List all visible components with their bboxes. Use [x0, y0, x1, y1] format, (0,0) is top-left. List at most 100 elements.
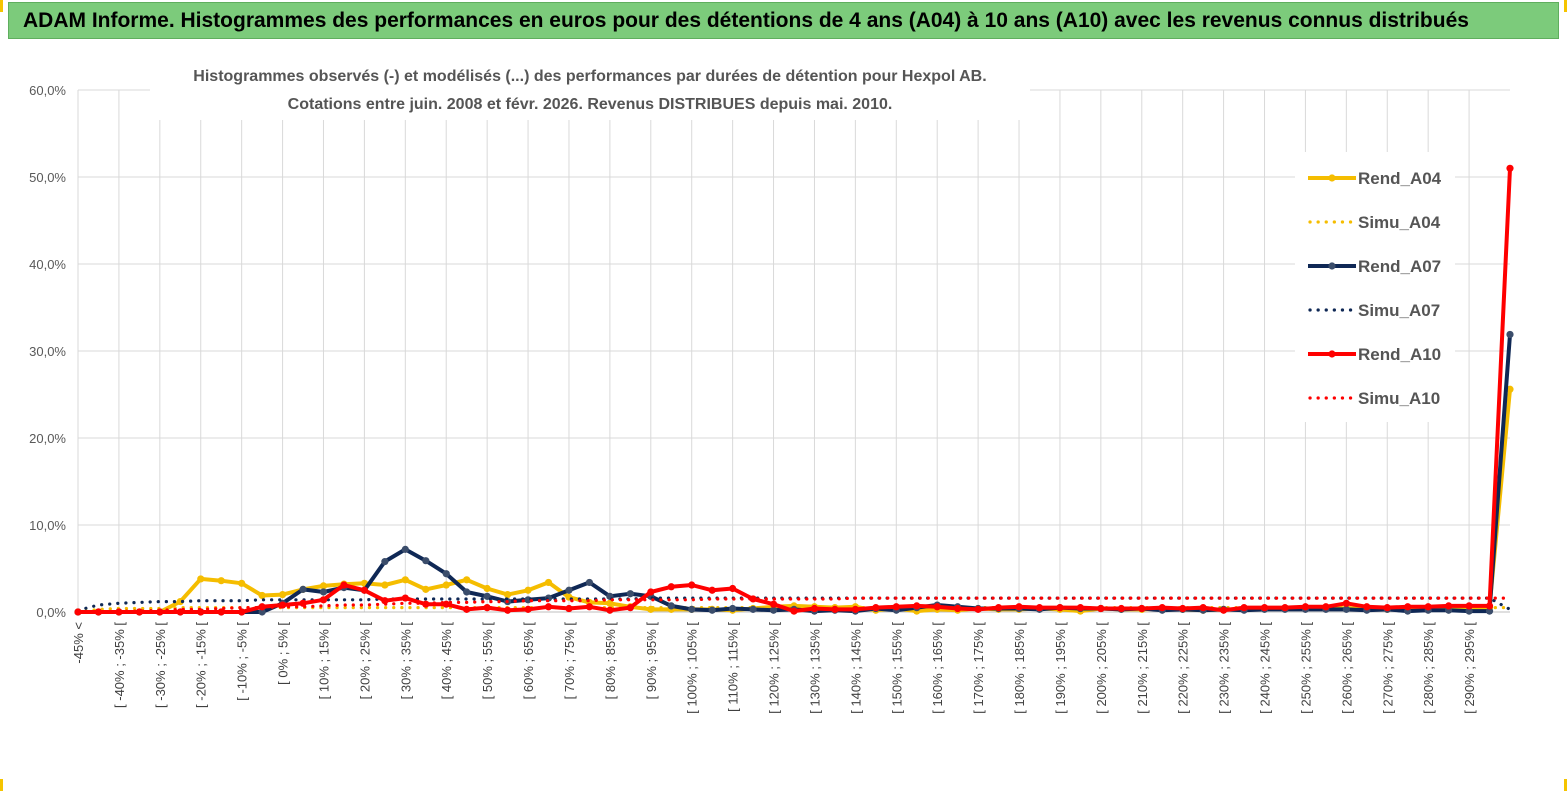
- data-point-rend-a07: [1506, 330, 1514, 339]
- data-point-rend-a10: [463, 605, 471, 613]
- data-point-rend-a10: [238, 608, 246, 616]
- x-tick-label: [ 180% ; 185% [: [1012, 622, 1027, 714]
- data-point-rend-a10: [1506, 164, 1514, 172]
- data-point-rend-a10: [1117, 604, 1125, 613]
- x-tick-label: [ 270% ; 275% [: [1380, 622, 1395, 714]
- x-tick-label: [ 170% ; 175% [: [971, 622, 986, 714]
- data-point-rend-a10: [585, 603, 594, 611]
- y-tick-label: 50,0%: [29, 170, 66, 185]
- x-tick-label: [ 150% ; 155% [: [889, 622, 904, 714]
- data-point-rend-a04: [258, 591, 266, 600]
- data-point-rend-a07: [585, 578, 594, 587]
- legend-background: [1295, 152, 1455, 422]
- data-point-rend-a04: [381, 581, 389, 589]
- data-point-rend-a04: [197, 575, 205, 583]
- x-tick-label: [ 210% ; 215% [: [1135, 622, 1150, 714]
- data-point-rend-a10: [319, 596, 328, 604]
- data-point-rend-a10: [1138, 604, 1146, 613]
- data-point-rend-a10: [606, 606, 614, 614]
- data-point-rend-a10: [524, 605, 532, 613]
- data-point-rend-a10: [954, 604, 962, 613]
- data-point-rend-a10: [688, 581, 696, 589]
- data-point-rend-a10: [1158, 604, 1166, 612]
- data-point-rend-a04: [524, 586, 532, 594]
- data-point-rend-a10: [360, 586, 368, 594]
- x-tick-label: [ 160% ; 165% [: [930, 622, 945, 714]
- corner-mark: [0, 779, 3, 791]
- data-point-rend-a07: [442, 570, 450, 578]
- legend-label-simu-a07: Simu_A07: [1358, 301, 1440, 320]
- data-point-rend-a04: [176, 597, 184, 606]
- x-axis: -45% < [ -40% ; -35% [[ -30% ; -25% [[ -2…: [71, 611, 1510, 714]
- y-axis: 0,0% 10,0% 20,0% 30,0% 40,0% 50,0% 60,0%: [29, 83, 66, 620]
- x-tick-label: [ 220% ; 225% [: [1176, 622, 1191, 714]
- x-tick-label: [ 110% ; 115% [: [726, 622, 741, 712]
- data-point-rend-a10: [1404, 603, 1412, 611]
- data-point-rend-a07: [1465, 607, 1473, 615]
- data-point-rend-a07: [708, 606, 716, 614]
- x-tick-label: [ 20% ; 25% [: [357, 622, 372, 700]
- legend-label-simu-a10: Simu_A10: [1358, 389, 1440, 408]
- data-point-rend-a07: [626, 590, 634, 598]
- data-point-rend-a10: [1485, 602, 1494, 610]
- legend-label-rend-a10: Rend_A10: [1358, 345, 1441, 364]
- chart-title-line2: Cotations entre juin. 2008 et févr. 2026…: [288, 96, 893, 113]
- data-point-rend-a04: [483, 584, 491, 593]
- data-point-rend-a07: [258, 608, 266, 616]
- data-point-rend-a10: [892, 603, 900, 611]
- x-tick-label: [ 80% ; 85% [: [603, 622, 618, 700]
- data-point-rend-a10: [1199, 604, 1207, 612]
- data-point-rend-a07: [319, 588, 328, 596]
- legend-marker-rend-a10: [1328, 350, 1336, 358]
- data-point-rend-a10: [708, 586, 716, 594]
- x-tick-label: [ -30% ; -25% [: [153, 622, 168, 708]
- data-point-rend-a04: [278, 591, 287, 599]
- y-tick-label: 0,0%: [36, 605, 66, 620]
- data-point-rend-a07: [381, 557, 389, 566]
- corner-mark: [1564, 0, 1567, 12]
- data-point-rend-a10: [135, 608, 143, 616]
- data-point-rend-a10: [667, 583, 675, 591]
- data-point-rend-a07: [729, 604, 737, 613]
- data-point-rend-a10: [1076, 604, 1084, 612]
- x-tick-label: [ 120% ; 125% [: [767, 622, 782, 714]
- x-tick-label: [ 90% ; 95% [: [644, 622, 659, 700]
- data-point-rend-a04: [401, 576, 409, 584]
- x-tick-label: [ 50% ; 55% [: [480, 622, 495, 700]
- data-point-rend-a07: [565, 586, 573, 594]
- data-point-rend-a10: [933, 603, 941, 611]
- data-point-rend-a10: [1301, 603, 1310, 611]
- data-point-rend-a10: [1342, 599, 1350, 607]
- data-point-rend-a10: [299, 599, 307, 607]
- legend-label-simu-a04: Simu_A04: [1358, 213, 1441, 232]
- data-point-rend-a07: [422, 557, 430, 565]
- x-tick-label: [ 70% ; 75% [: [562, 622, 577, 700]
- x-tick-label: [ 60% ; 65% [: [521, 622, 536, 700]
- data-point-rend-a07: [1485, 607, 1494, 615]
- x-tick-label: [ 10% ; 15% [: [316, 622, 331, 700]
- y-tick-label: 20,0%: [29, 431, 66, 446]
- corner-mark: [1564, 779, 1567, 791]
- data-point-rend-a07: [1342, 605, 1350, 613]
- x-tick-label: [ -20% ; -15% [: [194, 622, 209, 708]
- data-point-rend-a04: [606, 599, 614, 607]
- x-tick-label: [ 290% ; 295% [: [1462, 622, 1477, 714]
- data-point-rend-a07: [463, 588, 471, 596]
- data-point-rend-a07: [667, 602, 675, 610]
- data-point-rend-a10: [340, 581, 348, 589]
- data-point-rend-a10: [565, 604, 573, 613]
- data-point-rend-a07: [749, 605, 757, 613]
- x-tick-label: [ 200% ; 205% [: [1094, 622, 1109, 714]
- data-point-rend-a10: [1056, 604, 1064, 612]
- data-point-rend-a10: [504, 606, 512, 614]
- data-point-rend-a10: [872, 604, 880, 612]
- x-tick-label: [ 130% ; 135% [: [807, 622, 822, 714]
- data-point-rend-a04: [217, 577, 225, 585]
- report-banner-title: ADAM Informe. Histogrammes des performan…: [23, 9, 1469, 32]
- y-tick-label: 30,0%: [29, 344, 66, 359]
- data-point-rend-a10: [1281, 604, 1289, 612]
- data-point-rend-a04: [422, 585, 430, 593]
- data-point-rend-a10: [626, 604, 634, 612]
